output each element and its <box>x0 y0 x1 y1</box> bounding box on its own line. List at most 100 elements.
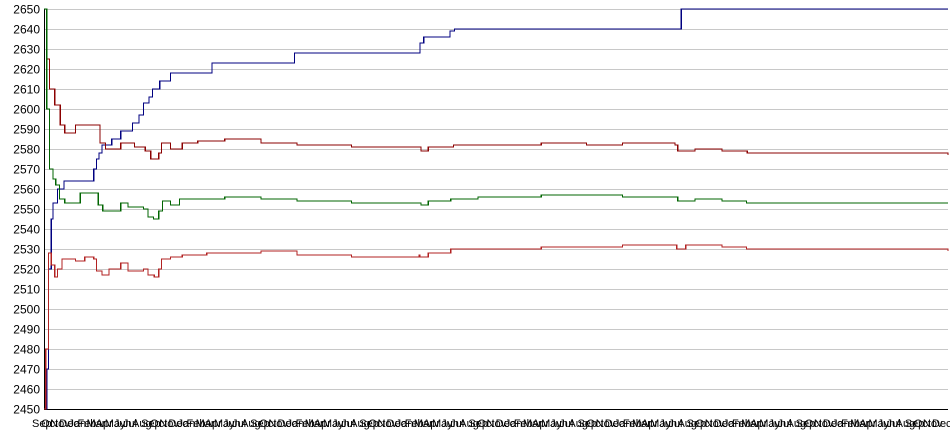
x-tick-label: Oct <box>41 418 58 430</box>
x-tick-label: Mar <box>196 418 215 430</box>
x-tick-label: Jul <box>341 418 355 430</box>
x-tick-label: Sep <box>250 418 270 430</box>
x-tick-label: Aug <box>132 418 152 430</box>
x-tick-label: Aug <box>787 418 807 430</box>
axes <box>44 9 948 410</box>
y-tick-label: 2610 <box>13 83 40 97</box>
x-tick-label: Nov <box>159 418 179 430</box>
x-tick-label: Aug <box>241 418 261 430</box>
x-tick-label: Aug <box>677 418 697 430</box>
y-tick-label: 2550 <box>13 203 40 217</box>
y-tick-label: 2590 <box>13 123 40 137</box>
y-tick-label: 2510 <box>13 283 40 297</box>
x-tick-label: Mar <box>305 418 324 430</box>
x-tick-label: Dec <box>277 418 297 430</box>
x-tick-label: Sep <box>32 418 52 430</box>
x-tick-label: Jun <box>659 418 677 430</box>
x-tick-label: May <box>432 418 453 430</box>
x-tick-label: May <box>650 418 671 430</box>
x-tick-label: Sep <box>141 418 161 430</box>
y-tick-label: 2560 <box>13 183 40 197</box>
x-tick-label: Nov <box>377 418 397 430</box>
x-tick-labels: SepOctNovDecJanFebMarAprMayJunJulAugSepO… <box>32 418 950 430</box>
series-line-3 <box>44 8 948 220</box>
y-tick-label: 2630 <box>13 43 40 57</box>
x-tick-label: Feb <box>77 418 96 430</box>
x-tick-label: Aug <box>350 418 370 430</box>
x-tick-label: Oct <box>368 418 385 430</box>
x-tick-label: Sep <box>359 418 379 430</box>
y-tick-label: 2530 <box>13 243 40 257</box>
x-tick-label: Jul <box>559 418 573 430</box>
x-tick-label: Dec <box>59 418 79 430</box>
x-tick-label: Feb <box>623 418 642 430</box>
y-tick-label: 2650 <box>13 3 40 17</box>
x-tick-label: Jan <box>68 418 86 430</box>
y-tick-label: 2450 <box>13 403 40 417</box>
x-tick-label: Nov <box>705 418 725 430</box>
y-tick-label: 2600 <box>13 103 40 117</box>
x-tick-label: Jul <box>777 418 791 430</box>
x-tick-label: May <box>541 418 562 430</box>
x-tick-label: Feb <box>187 418 206 430</box>
x-tick-label: Mar <box>850 418 869 430</box>
x-tick-label: Jun <box>768 418 786 430</box>
x-tick-label: Mar <box>523 418 542 430</box>
x-tick-label: Mar <box>741 418 760 430</box>
series-line-2 <box>44 8 949 160</box>
x-tick-label: Nov <box>923 418 943 430</box>
y-tick-labels: 2450 2460 2470 2480 2490 2500 2510 2520 2530 2540… <box>13 3 40 417</box>
x-tick-label: Oct <box>150 418 167 430</box>
x-tick-label: Feb <box>514 418 533 430</box>
x-tick-label: Nov <box>814 418 834 430</box>
y-tick-label: 2640 <box>13 23 40 37</box>
x-tick-label: Jan <box>832 418 850 430</box>
x-tick-label: Dec <box>168 418 188 430</box>
x-tick-label: Oct <box>259 418 276 430</box>
x-tick-label: May <box>868 418 889 430</box>
x-tick-label: Feb <box>732 418 751 430</box>
x-tick-label: May <box>323 418 344 430</box>
x-tick-label: Jun <box>223 418 241 430</box>
x-tick-label: Jan <box>396 418 414 430</box>
x-tick-label: Oct <box>805 418 822 430</box>
x-tick-label: Oct <box>696 418 713 430</box>
x-tick-label: Apr <box>423 418 440 430</box>
x-tick-label: Dec <box>823 418 843 430</box>
x-tick-label: Oct <box>914 418 931 430</box>
x-tick-label: Feb <box>405 418 424 430</box>
x-tick-label: Mar <box>87 418 106 430</box>
x-tick-label: Dec <box>605 418 625 430</box>
x-tick-label: Feb <box>296 418 315 430</box>
x-tick-label: Nov <box>487 418 507 430</box>
x-tick-label: Aug <box>459 418 479 430</box>
x-tick-label: Jun <box>332 418 350 430</box>
x-tick-label: Apr <box>205 418 222 430</box>
x-tick-label: Jan <box>614 418 632 430</box>
x-tick-label: Dec <box>387 418 407 430</box>
x-tick-label: Jun <box>441 418 459 430</box>
x-tick-label: Apr <box>859 418 876 430</box>
gridlines <box>44 9 948 410</box>
series-line-1 <box>44 8 948 410</box>
x-tick-label: Jan <box>287 418 305 430</box>
x-tick-label: Sep <box>687 418 707 430</box>
y-tick-label: 2540 <box>13 223 40 237</box>
x-tick-label: Jan <box>505 418 523 430</box>
x-tick-label: Oct <box>587 418 604 430</box>
x-tick-label: Jul <box>668 418 682 430</box>
x-tick-label: Sep <box>796 418 816 430</box>
x-tick-label: Jun <box>550 418 568 430</box>
x-tick-label: Jul <box>123 418 137 430</box>
x-tick-label: Apr <box>96 418 113 430</box>
x-tick-label: May <box>759 418 780 430</box>
x-tick-label: Jan <box>177 418 195 430</box>
x-tick-label: Aug <box>896 418 916 430</box>
y-tick-label: 2520 <box>13 263 40 277</box>
x-tick-label: May <box>214 418 235 430</box>
x-tick-label: Sep <box>905 418 925 430</box>
y-tick-label: 2620 <box>13 63 40 77</box>
x-tick-label: Feb <box>841 418 860 430</box>
x-tick-label: Jun <box>114 418 132 430</box>
